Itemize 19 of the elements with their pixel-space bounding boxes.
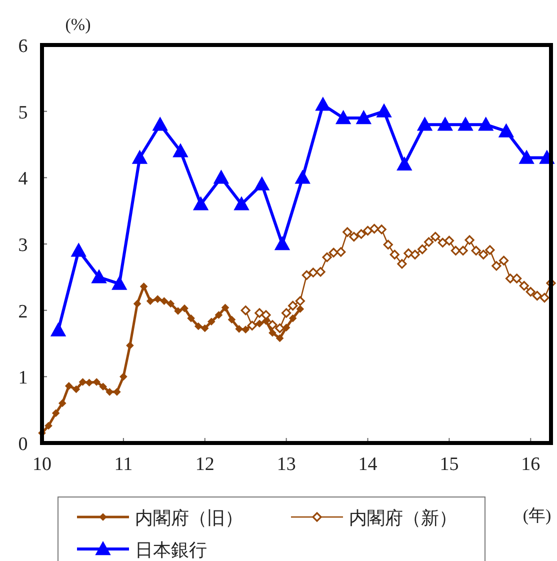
y-tick-label: 6 xyxy=(18,36,28,57)
x-tick-label: 12 xyxy=(195,454,214,475)
y-tick-label: 5 xyxy=(18,102,28,124)
y-tick-label: 0 xyxy=(18,434,28,455)
legend-label: 内閣府（旧） xyxy=(135,508,243,528)
y-tick-label: 3 xyxy=(18,235,28,256)
x-axis-title: (年) xyxy=(522,506,552,525)
x-tick-label: 14 xyxy=(358,454,378,475)
legend-label: 内閣府（新） xyxy=(349,508,457,528)
y-tick-label: 2 xyxy=(18,301,28,322)
x-tick-label: 16 xyxy=(521,454,540,475)
x-tick-label: 13 xyxy=(276,454,296,475)
y-tick-label: 1 xyxy=(18,368,28,389)
y-tick-label: 4 xyxy=(18,168,28,190)
legend-label: 日本銀行 xyxy=(135,540,207,560)
x-tick-label: 10 xyxy=(32,454,52,475)
x-tick-label: 11 xyxy=(114,454,133,475)
y-axis-title: (%) xyxy=(65,15,91,34)
x-tick-label: 15 xyxy=(440,454,459,475)
